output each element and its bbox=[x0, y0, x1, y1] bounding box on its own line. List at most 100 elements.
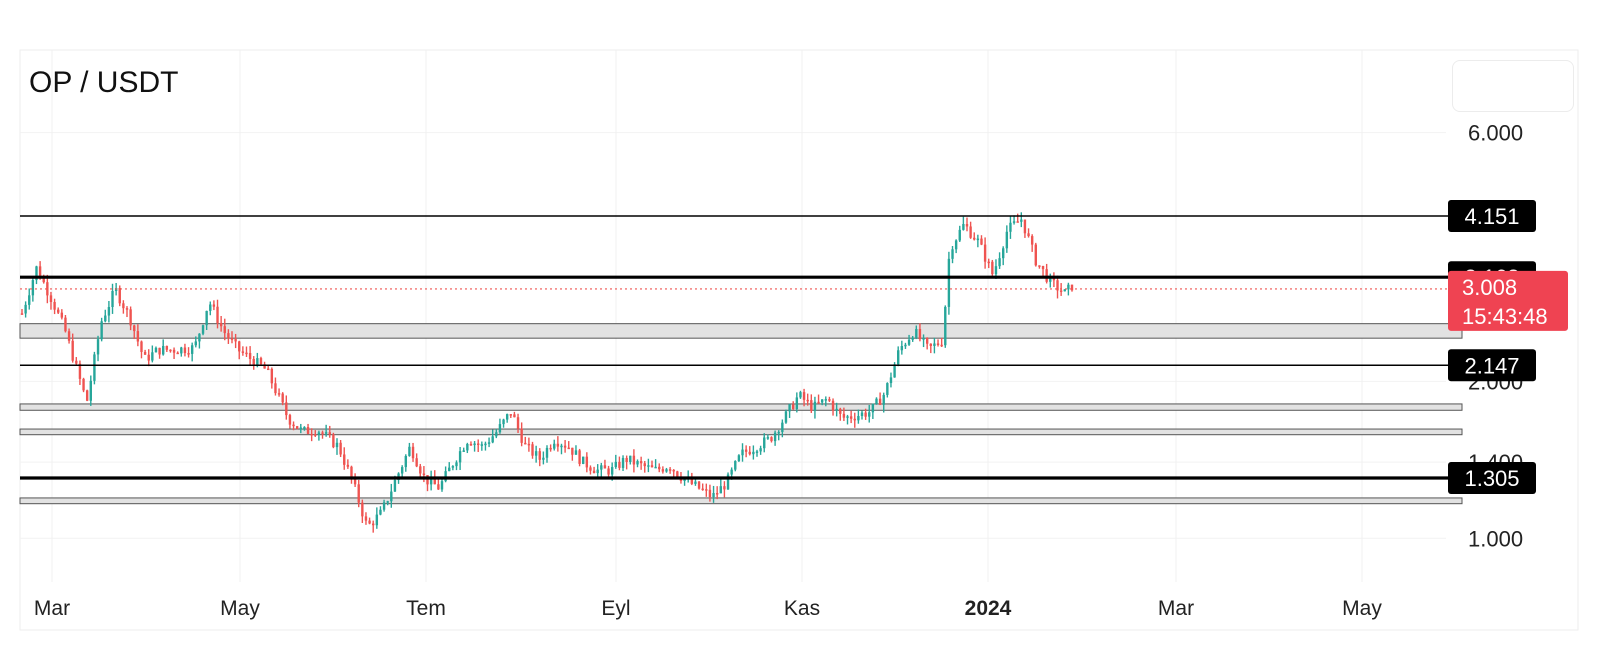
candle-body bbox=[350, 466, 353, 479]
candle-body bbox=[143, 351, 147, 355]
candle-body bbox=[781, 422, 784, 432]
candle-body bbox=[495, 432, 498, 437]
candle-body bbox=[219, 323, 223, 327]
candle-body bbox=[1056, 280, 1059, 291]
candle-body bbox=[267, 368, 270, 371]
candle-body bbox=[925, 338, 929, 344]
candle-body bbox=[422, 473, 426, 476]
candle-body bbox=[328, 432, 331, 435]
candle-body bbox=[1059, 290, 1063, 292]
candle-body bbox=[527, 443, 531, 446]
candle-body bbox=[600, 465, 603, 470]
candle-body bbox=[994, 266, 998, 275]
candle-body bbox=[567, 447, 570, 450]
candle-body bbox=[983, 244, 987, 262]
top-right-panel[interactable] bbox=[1452, 60, 1574, 112]
candle-body bbox=[75, 360, 78, 364]
candle-body bbox=[285, 402, 288, 416]
x-tick-label: May bbox=[220, 597, 260, 620]
candle-body bbox=[556, 443, 560, 447]
x-tick-label: Mar bbox=[34, 597, 70, 620]
candle-body bbox=[719, 486, 722, 494]
candle-body bbox=[227, 333, 230, 339]
candle-body bbox=[705, 489, 708, 491]
candle-body bbox=[122, 303, 125, 309]
candle-body bbox=[773, 432, 777, 442]
candle-body bbox=[335, 442, 339, 448]
candle-body bbox=[343, 454, 346, 465]
candle-body bbox=[82, 378, 85, 391]
candle-body bbox=[998, 258, 1001, 267]
candle-body bbox=[259, 358, 263, 365]
candle-body bbox=[437, 484, 440, 490]
candle-body bbox=[346, 464, 350, 467]
candle-body bbox=[57, 309, 60, 313]
candle-body bbox=[763, 437, 766, 449]
candle-body bbox=[151, 352, 154, 361]
candle-body bbox=[585, 456, 589, 468]
candle-body bbox=[411, 446, 415, 459]
candle-body bbox=[868, 412, 871, 417]
candle-body bbox=[734, 461, 737, 470]
level-label: 4.151 bbox=[1464, 204, 1519, 229]
candle-body bbox=[741, 449, 744, 456]
candle-body bbox=[647, 465, 650, 467]
candle-body bbox=[849, 416, 853, 419]
candle-body bbox=[89, 380, 92, 401]
candle-body bbox=[107, 307, 111, 316]
candle-body bbox=[603, 465, 607, 469]
candle-body bbox=[730, 469, 733, 475]
candle-body bbox=[907, 339, 911, 345]
candle-body bbox=[817, 401, 820, 404]
candle-body bbox=[234, 338, 237, 342]
candle-body bbox=[53, 302, 56, 310]
candle-body bbox=[169, 349, 172, 352]
candle-body bbox=[129, 309, 132, 326]
candle-body bbox=[78, 363, 82, 379]
candle-body bbox=[980, 238, 983, 245]
candle-body bbox=[1023, 219, 1027, 234]
candle-body bbox=[668, 469, 672, 471]
candle-body bbox=[755, 451, 759, 453]
candle-body bbox=[165, 345, 169, 350]
candle-body bbox=[162, 345, 165, 355]
candle-body bbox=[382, 502, 386, 510]
x-tick-label: Mar bbox=[1158, 597, 1194, 620]
x-tick-label: May bbox=[1342, 597, 1382, 620]
candle-body bbox=[209, 304, 212, 311]
candle-body bbox=[28, 295, 31, 305]
candle-body bbox=[596, 469, 599, 474]
price-zone bbox=[19, 428, 1463, 436]
candle-body bbox=[513, 414, 516, 418]
candle-body bbox=[973, 237, 976, 240]
candle-body bbox=[60, 312, 64, 318]
candle-body bbox=[915, 328, 918, 338]
candle-body bbox=[205, 310, 208, 326]
candle-body bbox=[230, 338, 234, 340]
candle-body bbox=[183, 347, 187, 354]
candle-body bbox=[643, 463, 646, 467]
candle-body bbox=[831, 400, 835, 411]
candle-body bbox=[574, 450, 578, 455]
y-tick-label: 6.000 bbox=[1468, 121, 1523, 146]
candle-body bbox=[1045, 269, 1048, 282]
candle-body bbox=[295, 426, 299, 429]
candle-body bbox=[531, 444, 534, 456]
candle-body bbox=[842, 413, 846, 418]
candle-body bbox=[172, 349, 176, 353]
candle-body bbox=[444, 471, 447, 482]
candle-body bbox=[737, 455, 741, 462]
candle-body bbox=[353, 478, 357, 485]
candle-body bbox=[897, 350, 900, 365]
candle-body bbox=[491, 436, 494, 443]
candle-body bbox=[777, 431, 780, 434]
candle-body bbox=[125, 308, 129, 310]
candle-body bbox=[426, 475, 429, 485]
candle-body bbox=[882, 394, 885, 405]
candle-body bbox=[375, 514, 379, 526]
level-label-box bbox=[1448, 349, 1536, 382]
candle-body bbox=[419, 466, 422, 474]
candle-body bbox=[379, 509, 382, 515]
candle-body bbox=[118, 288, 121, 304]
candle-body bbox=[560, 445, 563, 448]
